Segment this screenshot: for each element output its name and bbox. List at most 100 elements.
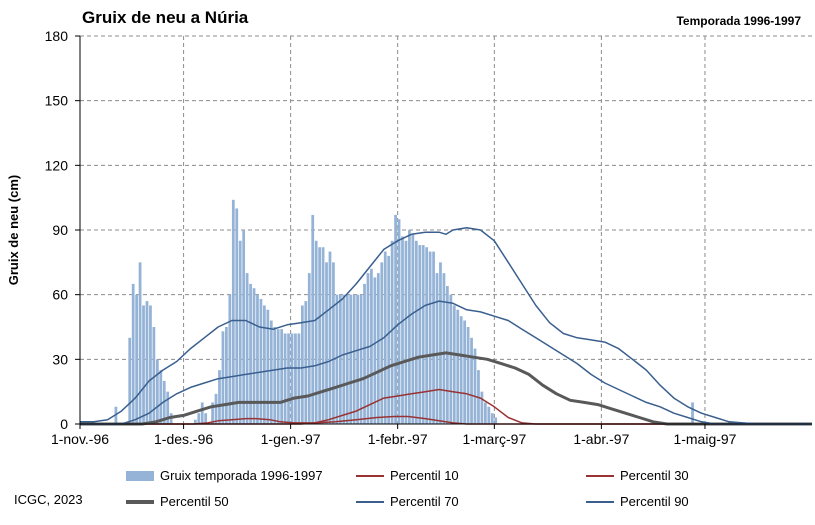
bar — [428, 251, 432, 424]
bar — [249, 283, 252, 424]
y-tick-label: 30 — [52, 351, 68, 367]
bar — [225, 327, 228, 424]
bar — [338, 294, 342, 424]
x-tick-label: 1-maig-97 — [673, 431, 736, 447]
bar — [162, 380, 166, 424]
bar — [332, 262, 335, 424]
bar — [370, 268, 373, 424]
legend-item-p90: Percentil 90 — [586, 494, 689, 509]
bar — [408, 230, 411, 424]
y-tick-label: 150 — [45, 93, 69, 109]
bar — [414, 240, 418, 424]
legend-swatch-p10 — [356, 474, 384, 477]
bar — [159, 370, 163, 424]
y-axis-label: Gruix de neu (cm) — [6, 175, 21, 286]
bar — [380, 262, 384, 424]
legend-label-p70: Percentil 70 — [390, 494, 459, 509]
legend-label-p30: Percentil 30 — [620, 468, 689, 483]
bar — [352, 294, 356, 424]
season-label: Temporada 1996-1997 — [676, 14, 801, 28]
legend-label-p10: Percentil 10 — [390, 468, 459, 483]
legend-item-p50: Percentil 50 — [126, 494, 229, 509]
bar — [131, 283, 135, 424]
legend-label-p90: Percentil 90 — [620, 494, 689, 509]
bar — [342, 294, 346, 424]
bar — [311, 214, 315, 424]
bar — [193, 419, 197, 424]
line-p30 — [80, 388, 812, 425]
bar — [149, 305, 152, 424]
bar — [376, 273, 380, 424]
legend-label-p50: Percentil 50 — [160, 494, 229, 509]
percentile-lines — [80, 227, 812, 426]
bar — [304, 301, 308, 424]
bar — [128, 337, 132, 424]
bar — [487, 406, 491, 424]
bar — [218, 370, 221, 424]
bar — [135, 294, 139, 424]
legend-swatch-p50 — [126, 499, 154, 504]
x-tick-label: 1-abr.-97 — [573, 431, 629, 447]
bar — [470, 337, 473, 424]
x-tick-label: 1-gen.-97 — [261, 431, 321, 447]
bar — [290, 333, 294, 424]
bar — [366, 273, 370, 424]
bar — [356, 294, 359, 424]
bar — [466, 327, 470, 424]
bar — [401, 236, 404, 424]
bar — [421, 245, 425, 424]
credit-text: ICGC, 2023 — [14, 492, 83, 507]
bar — [335, 294, 339, 424]
bar — [300, 305, 304, 424]
bar — [197, 413, 201, 424]
bar — [691, 402, 694, 424]
y-tick-label: 0 — [60, 416, 68, 432]
bar — [283, 333, 287, 424]
line-p90 — [80, 227, 812, 425]
legend-item-p70: Percentil 70 — [356, 494, 459, 509]
bar — [145, 301, 149, 424]
bar — [463, 320, 467, 424]
bar — [390, 240, 394, 424]
bar — [152, 327, 156, 424]
bar — [490, 413, 494, 424]
x-tick-label: 1-febr.-97 — [368, 431, 428, 447]
legend-item-p10: Percentil 10 — [356, 468, 459, 483]
bar — [314, 240, 318, 424]
bar — [276, 329, 280, 424]
x-tick-label: 1-nov.-96 — [51, 431, 109, 447]
y-tick-label: 60 — [52, 287, 68, 303]
bar — [307, 273, 311, 424]
legend-item-bars: Gruix temporada 1996-1997 — [126, 468, 323, 483]
bar — [446, 286, 449, 424]
bar — [383, 251, 387, 424]
y-tick-label: 180 — [45, 28, 69, 44]
bar — [263, 305, 266, 424]
line-p50 — [80, 351, 812, 426]
bar — [325, 262, 328, 424]
bar — [439, 262, 442, 424]
chart-title: Gruix de neu a Núria — [82, 8, 249, 27]
bar — [259, 298, 263, 424]
line-p70 — [80, 300, 812, 425]
bar — [142, 305, 145, 424]
bar — [297, 333, 301, 424]
bar — [321, 247, 325, 424]
bar — [318, 247, 322, 424]
bar — [373, 277, 377, 424]
bar — [397, 219, 401, 424]
bar — [452, 305, 456, 424]
bar — [480, 391, 484, 424]
bar — [483, 402, 487, 424]
bar — [231, 199, 235, 424]
bar — [280, 329, 284, 424]
bar — [138, 262, 142, 424]
bar — [214, 393, 218, 424]
legend-swatch-p70 — [356, 500, 384, 503]
bar — [211, 402, 214, 424]
legend-item-p30: Percentil 30 — [586, 468, 689, 483]
bar — [363, 283, 366, 424]
bar — [204, 413, 208, 424]
bar — [155, 359, 159, 424]
